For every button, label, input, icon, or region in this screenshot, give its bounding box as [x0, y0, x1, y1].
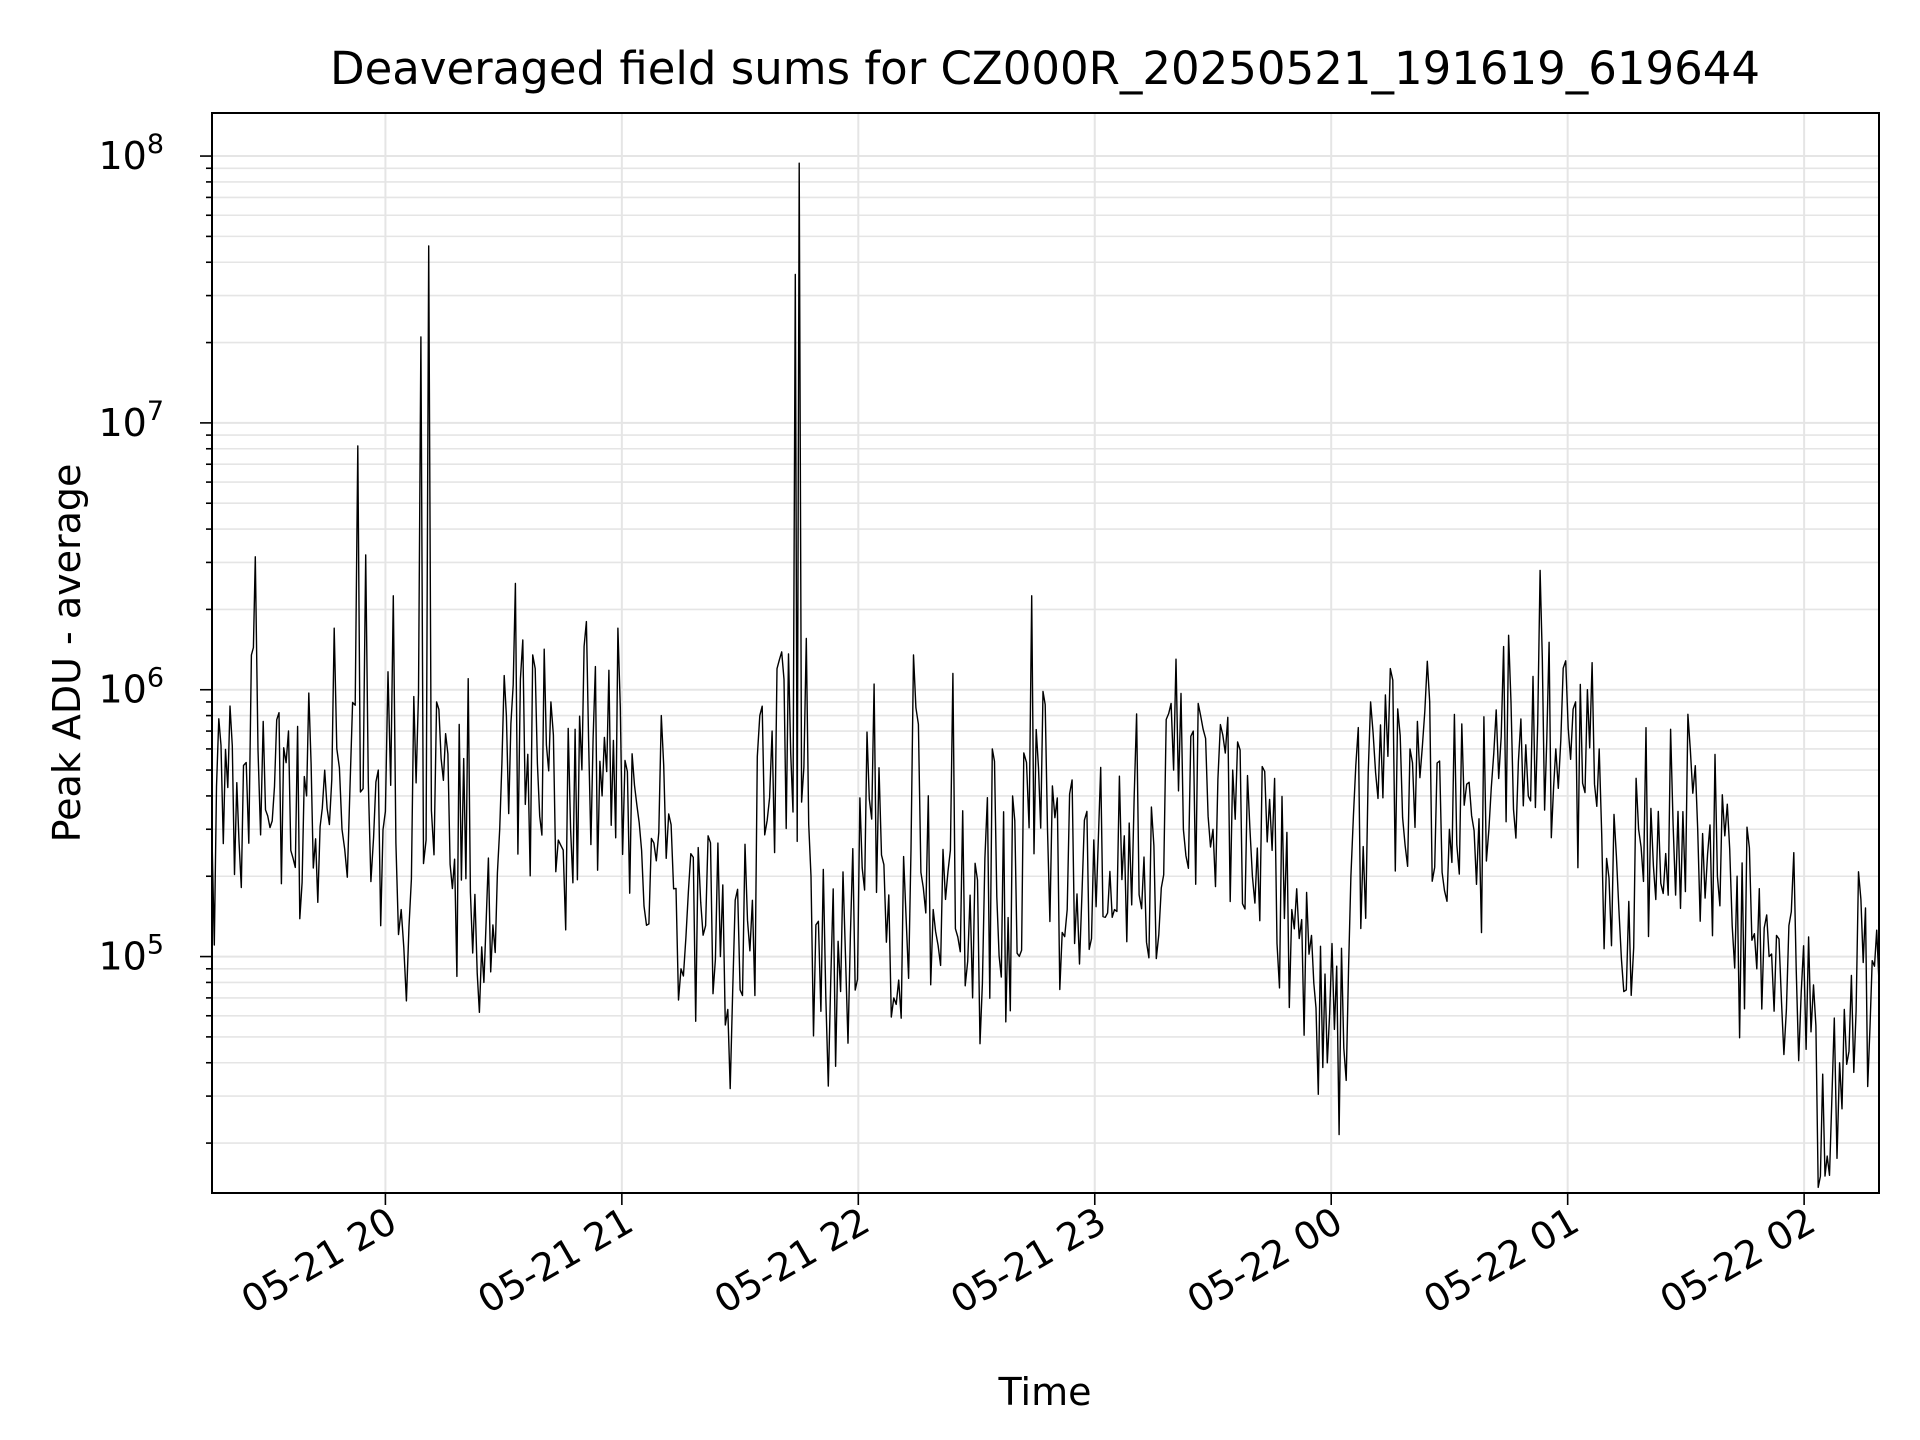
x-axis-label: Time [998, 1370, 1092, 1414]
y-tick-label: 106 [98, 663, 164, 712]
series-line [211, 162, 1880, 1189]
plot-frame [211, 112, 1880, 1194]
y-tick-label: 107 [98, 396, 164, 445]
y-tick-label: 105 [98, 930, 164, 979]
y-axis-label: Peak ADU - average [45, 464, 89, 843]
y-tick-label: 108 [98, 129, 164, 178]
chart-title: Deaveraged field sums for CZ000R_2025052… [330, 42, 1760, 95]
